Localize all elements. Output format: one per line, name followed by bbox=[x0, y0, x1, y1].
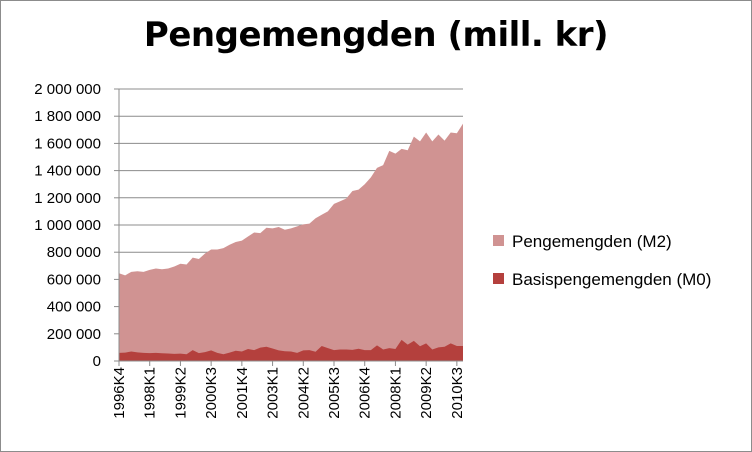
series-area-1 bbox=[119, 339, 463, 361]
y-tick-label-0: 0 bbox=[93, 353, 101, 370]
y-tick-label-8: 1 600 000 bbox=[34, 135, 101, 152]
y-tick-label-10: 2 000 000 bbox=[34, 81, 101, 98]
x-tick-label-6: 2004K2 bbox=[295, 367, 312, 419]
series-area-0 bbox=[119, 123, 463, 362]
x-tick-label-8: 2006K4 bbox=[357, 367, 374, 419]
y-tick-label-4: 800 000 bbox=[47, 244, 101, 261]
y-tick-label-3: 600 000 bbox=[47, 271, 101, 288]
x-tick-label-7: 2005K3 bbox=[326, 367, 343, 419]
legend-swatch-0 bbox=[493, 235, 504, 246]
y-tick-label-7: 1 400 000 bbox=[34, 163, 101, 180]
legend-swatch-1 bbox=[493, 273, 504, 284]
y-tick-label-9: 1 800 000 bbox=[34, 108, 101, 125]
x-tick-label-2: 1999K2 bbox=[172, 367, 189, 419]
x-tick-label-3: 2000K3 bbox=[203, 367, 220, 419]
y-tick-label-2: 400 000 bbox=[47, 299, 101, 316]
y-tick-label-6: 1 200 000 bbox=[34, 190, 101, 207]
x-tick-label-4: 2001K4 bbox=[234, 367, 251, 419]
x-tick-label-1: 1998K1 bbox=[142, 367, 159, 419]
legend: Pengemengden (M2) Basispengemengden (M0) bbox=[493, 232, 711, 289]
legend-label-1: Basispengemengden (M0) bbox=[512, 270, 711, 289]
y-tick-label-5: 1 000 000 bbox=[34, 217, 101, 234]
axes bbox=[114, 88, 463, 366]
series-areas bbox=[119, 123, 463, 362]
legend-label-0: Pengemengden (M2) bbox=[512, 232, 672, 251]
x-tick-labels: 1996K4 1998K1 1999K2 2000K3 2001K4 2003K1 2004… bbox=[111, 367, 466, 419]
y-tick-label-1: 200 000 bbox=[47, 326, 101, 343]
x-tick-label-10: 2009K2 bbox=[418, 367, 435, 419]
x-tick-label-0: 1996K4 bbox=[111, 367, 128, 419]
chart-title: Pengemengden (mill. kr) bbox=[143, 15, 609, 55]
x-tick-label-11: 2010K3 bbox=[449, 367, 466, 419]
x-tick-label-9: 2008K1 bbox=[387, 367, 404, 419]
x-tick-label-5: 2003K1 bbox=[265, 367, 282, 419]
y-tick-labels: 0 200 000 400 000 600 000 800 000 1 000 000 1 … bbox=[34, 81, 101, 370]
